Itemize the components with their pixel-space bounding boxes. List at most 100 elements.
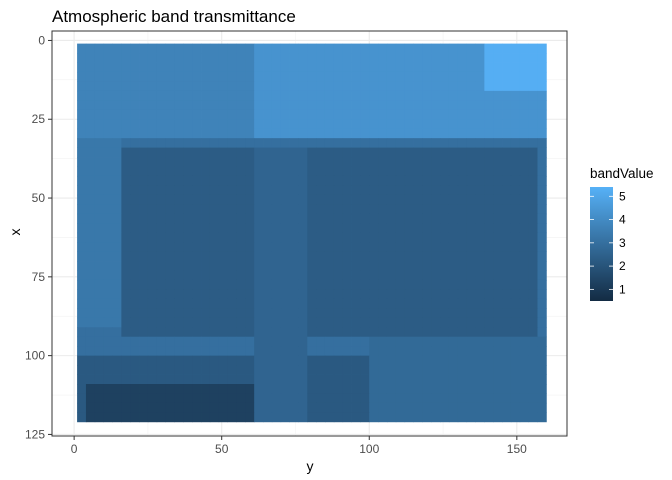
heatmap-cell	[103, 242, 113, 253]
heatmap-cell	[386, 43, 397, 54]
heatmap-cell	[94, 298, 105, 309]
heatmap-cell	[218, 175, 228, 186]
heatmap-cell	[386, 261, 397, 271]
heatmap-cell	[448, 157, 459, 167]
heatmap-cell	[245, 81, 255, 92]
heatmap-cell	[227, 242, 237, 253]
heatmap-cell	[528, 185, 538, 196]
heatmap-cell	[103, 374, 113, 385]
heatmap-cell	[484, 71, 494, 82]
heatmap-cell	[218, 308, 228, 319]
heatmap-cell	[280, 298, 290, 309]
heatmap-cell	[448, 251, 459, 262]
heatmap-cell	[245, 393, 255, 404]
heatmap-cell	[183, 81, 193, 92]
heatmap-cell	[289, 365, 299, 375]
heatmap-cell	[537, 109, 547, 120]
heatmap-cell	[484, 242, 494, 253]
heatmap-cell	[298, 298, 308, 309]
heatmap-cell	[94, 251, 105, 262]
heatmap-cell	[77, 242, 87, 253]
heatmap-cell	[369, 204, 379, 215]
heatmap-cell	[378, 308, 388, 319]
heatmap-cell	[342, 355, 352, 366]
heatmap-cell	[413, 384, 423, 394]
heatmap-cell	[174, 242, 184, 253]
heatmap-cell	[404, 213, 414, 224]
chart-title: Atmospheric band transmittance	[52, 7, 296, 26]
heatmap-cell	[147, 185, 158, 196]
heatmap-cell	[236, 251, 246, 262]
heatmap-cell	[466, 71, 476, 82]
heatmap-cell	[289, 119, 299, 130]
heatmap-cell	[422, 71, 432, 82]
heatmap-cell	[333, 100, 344, 111]
heatmap-cell	[378, 412, 388, 423]
heatmap-cell	[475, 374, 485, 385]
heatmap-cell	[413, 138, 423, 149]
heatmap-cell	[307, 213, 317, 224]
heatmap-cell	[333, 62, 344, 73]
heatmap-cell	[537, 147, 547, 158]
heatmap-cell	[440, 175, 450, 186]
heatmap-cell	[457, 53, 468, 63]
heatmap-cell	[271, 223, 282, 234]
heatmap-cell	[324, 185, 335, 196]
heatmap-cell	[130, 365, 140, 375]
heatmap-cell	[360, 43, 370, 54]
heatmap-cell	[519, 365, 530, 375]
heatmap-cell	[519, 100, 530, 111]
heatmap-cell	[413, 175, 423, 186]
heatmap-cell	[413, 81, 423, 92]
heatmap-cell	[85, 62, 96, 73]
heatmap-cell	[298, 261, 308, 271]
heatmap-cell	[298, 109, 308, 120]
heatmap-cell	[440, 308, 450, 319]
heatmap-cell	[316, 270, 326, 281]
heatmap-cell	[431, 402, 441, 413]
heatmap-cell	[298, 384, 308, 394]
heatmap-cell	[130, 166, 140, 177]
heatmap-cell	[342, 194, 352, 205]
heatmap-cell	[510, 128, 521, 139]
heatmap-cell	[289, 90, 299, 101]
heatmap-cell	[289, 384, 299, 394]
heatmap-cell	[466, 213, 476, 224]
heatmap-cell	[510, 289, 521, 300]
heatmap-cell	[324, 213, 335, 224]
heatmap-cell	[404, 346, 414, 357]
heatmap-cell	[448, 327, 459, 338]
heatmap-cell	[165, 213, 175, 224]
heatmap-cell	[386, 62, 397, 73]
heatmap-cell	[245, 365, 255, 375]
heatmap-cell	[395, 365, 406, 375]
heatmap-cell	[493, 355, 503, 366]
heatmap-cell	[324, 402, 335, 413]
heatmap-cell	[174, 128, 184, 139]
heatmap-cell	[130, 327, 140, 338]
heatmap-cell	[227, 71, 237, 82]
heatmap-cell	[448, 138, 459, 149]
heatmap-cell	[192, 412, 202, 423]
heatmap-cell	[130, 204, 140, 215]
heatmap-cell	[316, 232, 326, 243]
heatmap-cell	[201, 393, 211, 404]
heatmap-cell	[103, 336, 113, 347]
heatmap-cell	[147, 327, 158, 338]
heatmap-cell	[271, 251, 282, 262]
heatmap-cell	[316, 147, 326, 158]
heatmap-cell	[316, 298, 326, 309]
heatmap-cell	[112, 43, 122, 54]
heatmap-cell	[236, 289, 246, 300]
heatmap-cell	[280, 384, 290, 394]
heatmap-cell	[183, 71, 193, 82]
heatmap-cell	[333, 232, 344, 243]
heatmap-cell	[147, 53, 158, 63]
heatmap-cell	[218, 298, 228, 309]
heatmap-cell	[218, 100, 228, 111]
heatmap-cell	[360, 100, 370, 111]
heatmap-cell	[395, 289, 406, 300]
heatmap-cell	[360, 53, 370, 63]
heatmap-cell	[466, 43, 476, 54]
heatmap-cell	[537, 119, 547, 130]
